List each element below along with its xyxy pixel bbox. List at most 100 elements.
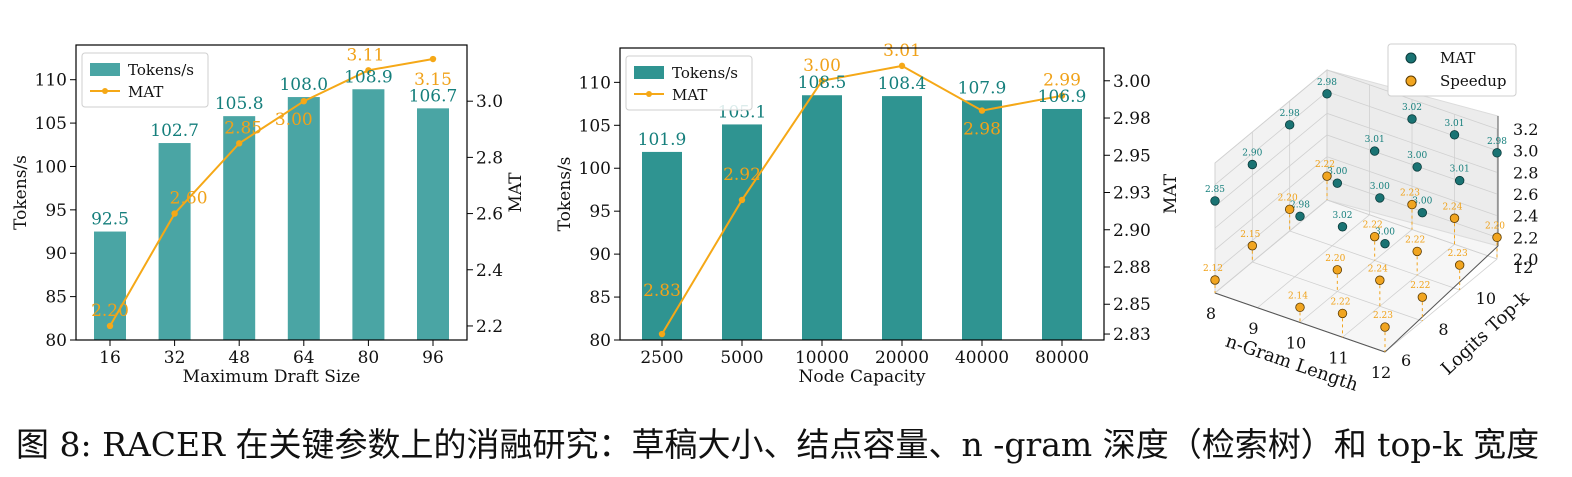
- c3-speedup-point: [1369, 231, 1380, 242]
- c3-speedup-label: 2.22: [1405, 235, 1425, 245]
- c3-speedup-point: [1210, 275, 1220, 285]
- c1-mat-label: 3.11: [346, 45, 384, 65]
- c2-bar-label: 101.9: [638, 130, 687, 150]
- c2-ytick-label: 90: [589, 245, 611, 265]
- c3-ztick-label: 2.8: [1513, 163, 1538, 182]
- c1-bar-32: [158, 143, 191, 340]
- c3-speedup-label: 2.20: [1485, 221, 1505, 231]
- c2-mat-point-80000: [1058, 92, 1066, 99]
- c2-mat-point-20000: [898, 62, 906, 70]
- c3-mat-point: [1210, 196, 1220, 206]
- c1-bar-label: 102.7: [150, 121, 199, 141]
- c3-mat-label: 3.01: [1444, 119, 1464, 129]
- c3-speedup-label: 2.22: [1410, 281, 1430, 291]
- c1-xaxis-label: Maximum Draft Size: [183, 367, 361, 387]
- c2-mat-label: 2.98: [963, 120, 1001, 140]
- c2-xaxis-label: Node Capacity: [798, 367, 925, 387]
- c2-xtick-label: 5000: [720, 348, 763, 368]
- figure: 92.5 102.7 105.8 108.0 108.9 106.7 2.20 2.60 2.8…: [11, 41, 1538, 396]
- c2-bar-5000: [722, 124, 762, 340]
- c2-ytick-label: 100: [579, 159, 611, 179]
- c3-xtick-label: 8: [1206, 304, 1216, 323]
- c1-bar-label: 92.5: [91, 210, 129, 230]
- c3-xtick-label: 11: [1328, 348, 1348, 367]
- c3-speedup-point: [1332, 265, 1343, 275]
- c3-speedup-point: [1295, 302, 1305, 313]
- c3-speedup-point: [1449, 213, 1460, 223]
- c3-mat-point: [1407, 114, 1417, 124]
- c2-yaxis-label: Tokens/s: [555, 157, 575, 232]
- c1-mat-label: 2.85: [224, 118, 262, 138]
- c2-xtick-label: 20000: [875, 348, 929, 368]
- c1-y2tick-label: 2.6: [476, 205, 503, 225]
- c3-mat-point: [1295, 211, 1305, 222]
- c2-legend-bar-swatch: [634, 66, 664, 79]
- c1-xtick-label: 16: [99, 348, 121, 368]
- c2-mat-point-5000: [738, 196, 746, 204]
- c1-bar-80: [352, 89, 385, 340]
- c2-bar-label: 106.9: [1038, 87, 1087, 107]
- c2-mat-line: [661, 64, 1063, 335]
- c2-legend-line-marker: [646, 91, 652, 97]
- c3-mat-point: [1247, 159, 1258, 170]
- c3-speedup-label: 2.22: [1330, 297, 1350, 307]
- c3-speedup-point: [1492, 232, 1502, 243]
- c2-mat-point-10000: [818, 77, 826, 84]
- c2-y2tick-label: 2.88: [1113, 258, 1151, 278]
- c1-mat-label: 3.00: [275, 110, 313, 130]
- chart-max-draft-size: 92.5 102.7 105.8 108.0 108.9 106.7 2.20 2.60 2.8…: [11, 44, 526, 387]
- c2-bar-2500: [642, 151, 682, 340]
- c1-xtick-label: 48: [228, 348, 250, 368]
- c3-speedup-point: [1284, 204, 1295, 215]
- c3-ztick-label: 2.2: [1513, 228, 1538, 247]
- c3-speedup-label: 2.24: [1442, 202, 1462, 212]
- c2-mat-point-40000: [978, 107, 986, 114]
- c1-bar-48: [223, 116, 256, 340]
- c3-speedup-point: [1247, 241, 1258, 251]
- c3-speedup-label: 2.20: [1278, 193, 1298, 203]
- c1-bar-96: [417, 108, 449, 341]
- c1-xtick-label: 80: [358, 348, 380, 368]
- c2-bar-80000: [1042, 108, 1082, 340]
- c3-mat-point: [1322, 89, 1332, 99]
- c2-ytick-label: 105: [579, 116, 611, 136]
- c2-mat-label: 2.83: [643, 281, 681, 301]
- c2-ytick-label: 80: [589, 331, 611, 351]
- c3-mat-point: [1449, 130, 1460, 140]
- c3-legend-speedup: Speedup: [1440, 72, 1507, 90]
- c3-ztick-label: 2.6: [1513, 185, 1538, 204]
- c3-mat-label: 2.90: [1242, 149, 1262, 159]
- c3-speedup-label: 2.24: [1368, 264, 1388, 274]
- c1-mat-point-80: [365, 67, 372, 74]
- c3-mat-label: 2.98: [1280, 109, 1300, 119]
- c3-mat-point: [1337, 222, 1348, 232]
- c3-mat-point: [1492, 148, 1502, 158]
- c3-speedup-point: [1380, 322, 1390, 332]
- c2-plot-frame: [619, 47, 1105, 341]
- c2-y2tick-label: 2.85: [1113, 295, 1151, 315]
- c1-ytick-label: 100: [35, 157, 67, 177]
- c3-mat-label: 3.00: [1412, 197, 1432, 207]
- c1-y2axis-label: MAT: [506, 172, 526, 213]
- c1-y2tick-label: 3.0: [476, 92, 503, 112]
- c3-speedup-label: 2.23: [1400, 189, 1420, 199]
- c3-ygrid: [1251, 132, 1423, 322]
- c3-mat-label: 3.00: [1375, 228, 1395, 238]
- c1-ytick-label: 80: [45, 331, 67, 351]
- c2-ytick-label: 85: [589, 288, 611, 308]
- c1-yaxis-label: Tokens/s: [11, 155, 31, 230]
- c2-y2tick-label: 2.83: [1113, 325, 1151, 345]
- c3-yaxis-line: [1384, 245, 1499, 353]
- c1-y2tick-label: 2.2: [476, 317, 503, 337]
- c3-legend-mat-marker: [1405, 52, 1417, 64]
- c2-mat-label: 2.99: [1043, 71, 1081, 91]
- c3-speedup-point: [1322, 171, 1332, 181]
- c2-y2axis-label: MAT: [1161, 173, 1181, 214]
- c3-ztick-label: 3.2: [1513, 120, 1538, 139]
- c2-bar-label: 107.9: [958, 78, 1007, 98]
- c1-mat-point-96: [429, 55, 437, 63]
- c1-bar-16: [94, 231, 126, 340]
- c2-xtick-label: 80000: [1035, 348, 1089, 368]
- c1-ytick-label: 85: [45, 288, 67, 308]
- c1-legend-bar-swatch: [90, 63, 120, 76]
